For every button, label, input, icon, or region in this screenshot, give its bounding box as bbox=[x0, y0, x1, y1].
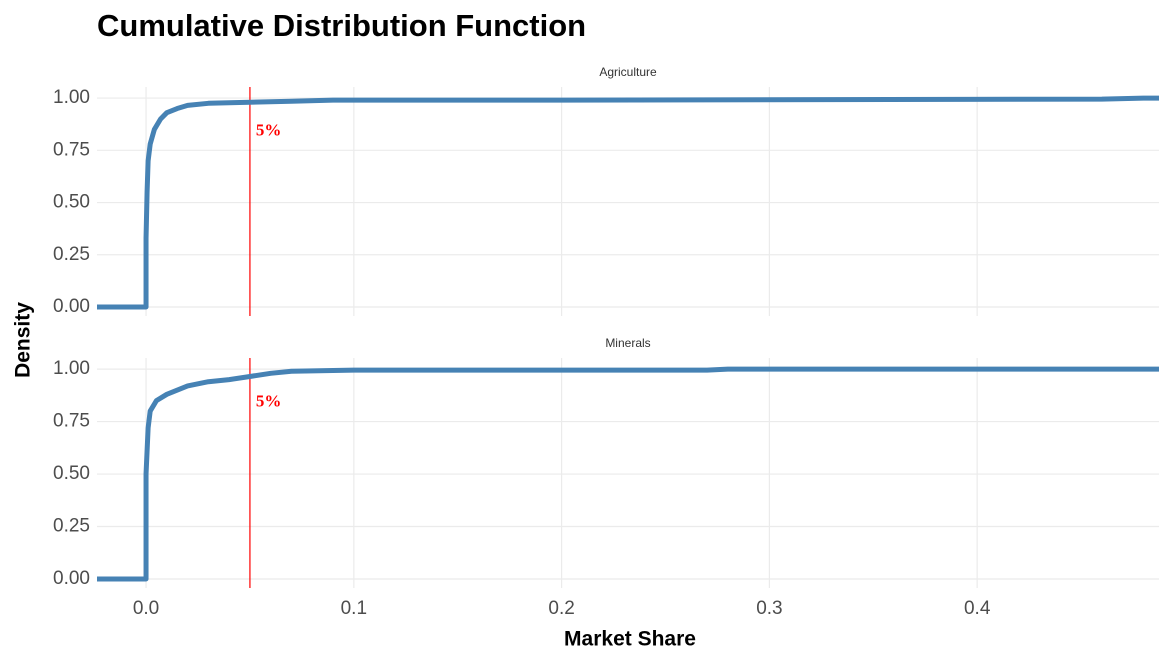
y-tick-label: 0.25 bbox=[53, 244, 90, 265]
x-axis-label: Market Share bbox=[564, 628, 696, 651]
y-tick-label: 0.50 bbox=[53, 192, 90, 213]
y-tick-label: 0.00 bbox=[53, 296, 90, 317]
panel-title: Agriculture bbox=[599, 65, 657, 79]
chart-title: Cumulative Distribution Function bbox=[97, 8, 586, 43]
annotation: 5% bbox=[256, 392, 282, 411]
x-tick-label: 0.2 bbox=[548, 598, 574, 619]
panel-title: Minerals bbox=[605, 336, 650, 350]
y-tick-label: 1.00 bbox=[53, 87, 90, 108]
y-tick-label: 0.00 bbox=[53, 568, 90, 589]
y-tick-label: 1.00 bbox=[53, 358, 90, 379]
y-tick-label: 0.25 bbox=[53, 516, 90, 537]
y-tick-label: 0.75 bbox=[53, 411, 90, 432]
y-axis-label: Density bbox=[12, 302, 35, 378]
cdf-line bbox=[97, 95, 1159, 310]
cdf-line bbox=[97, 366, 1159, 582]
x-tick-label: 0.4 bbox=[964, 598, 991, 619]
y-tick-label: 0.50 bbox=[53, 463, 90, 484]
x-tick-label: 0.0 bbox=[133, 598, 159, 619]
y-tick-label: 0.75 bbox=[53, 139, 90, 160]
x-tick-label: 0.1 bbox=[341, 598, 367, 619]
x-tick-label: 0.3 bbox=[756, 598, 782, 619]
annotation: 5% bbox=[256, 120, 282, 139]
